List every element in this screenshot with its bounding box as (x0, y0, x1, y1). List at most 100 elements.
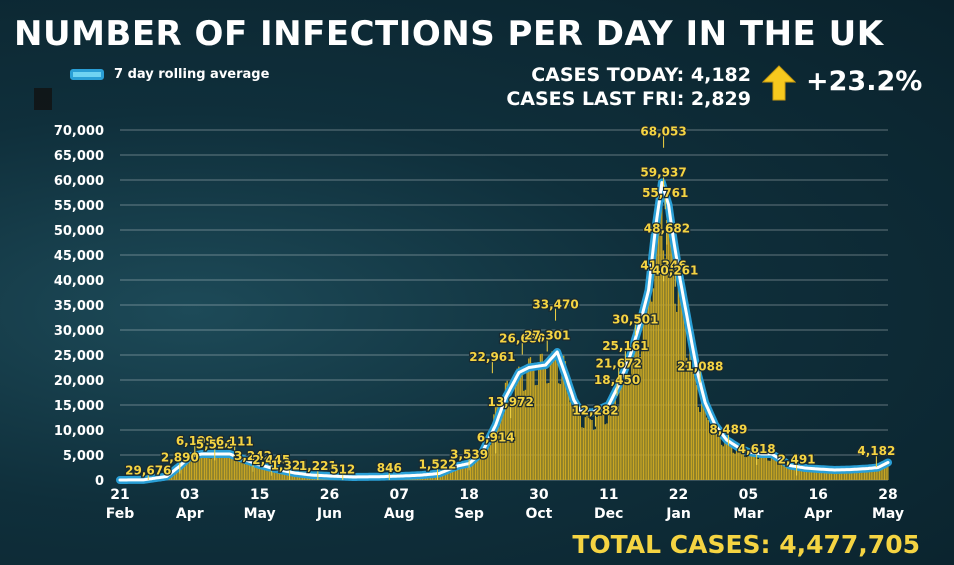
daily-case-bar (611, 397, 613, 480)
annotation-label: 26,688 (499, 332, 545, 346)
daily-case-bar (479, 451, 482, 480)
y-tick-label: 5,000 (63, 449, 104, 464)
daily-case-bar (712, 427, 714, 480)
x-tick-month-label: May (872, 506, 904, 522)
daily-case-bar (454, 468, 457, 480)
daily-case-bar (780, 464, 783, 480)
daily-case-bar (463, 463, 465, 480)
daily-case-bar (253, 463, 256, 480)
annotation-label: 33,470 (532, 298, 578, 312)
daily-case-bar (838, 471, 841, 480)
daily-case-bar (719, 435, 721, 480)
daily-case-bar (262, 464, 264, 480)
daily-case-bar (584, 417, 586, 480)
daily-case-bar (534, 385, 537, 480)
annotation-label: 1,221 (299, 459, 337, 473)
daily-case-bar (677, 285, 680, 480)
y-axis-ticks: 70,000 65,000 60,000 55,000 50,000 45,000 40,0… (54, 124, 104, 489)
daily-case-bar (865, 467, 867, 480)
daily-case-bar (202, 450, 204, 480)
daily-case-bar (213, 451, 216, 480)
daily-case-bar (215, 451, 217, 480)
daily-case-bar (263, 466, 266, 480)
daily-case-bar (765, 455, 768, 480)
daily-case-bar (744, 456, 746, 480)
daily-case-bar (247, 461, 249, 480)
daily-case-bar (503, 393, 505, 480)
annotation-label: 25,161 (602, 339, 648, 353)
daily-case-bar (245, 464, 247, 480)
daily-case-bar (614, 396, 616, 480)
daily-case-bar (579, 415, 581, 480)
x-tick-day-label: 30 (529, 487, 549, 503)
daily-case-bar (807, 467, 809, 480)
daily-case-bar (568, 380, 570, 480)
daily-case-bar (857, 468, 859, 480)
daily-case-bar (740, 450, 743, 480)
daily-case-bar (554, 360, 557, 480)
daily-case-bar (709, 432, 711, 480)
daily-case-bar (649, 278, 651, 480)
daily-case-bar (704, 409, 706, 480)
daily-case-bar (850, 470, 852, 480)
daily-case-bar (205, 453, 207, 480)
daily-case-bar (752, 453, 754, 480)
x-tick-month-label: Aug (384, 506, 415, 522)
cases-today: CASES TODAY: 4,182 (531, 64, 751, 86)
daily-case-bar (531, 365, 533, 480)
y-tick-label: 50,000 (54, 224, 104, 239)
daily-case-bar (774, 455, 776, 480)
daily-case-bar (882, 463, 884, 480)
daily-case-bar (260, 464, 262, 480)
daily-case-bar (669, 218, 671, 480)
daily-case-bar (629, 381, 631, 480)
daily-case-bar (664, 258, 666, 480)
daily-case-bar (546, 383, 548, 480)
daily-case-bar (848, 471, 851, 480)
daily-case-bar (187, 460, 189, 480)
daily-case-bar (775, 458, 778, 480)
x-tick-day-label: 26 (320, 487, 339, 503)
daily-case-bar (631, 355, 633, 480)
daily-case-bar (468, 462, 470, 480)
annotation-label: 21,088 (677, 360, 723, 374)
daily-case-bar (232, 458, 234, 480)
daily-case-bar (800, 467, 803, 480)
daily-case-bar (265, 466, 267, 480)
legend-label: 7 day rolling average (114, 67, 270, 82)
daily-case-bar (732, 452, 734, 480)
daily-case-bar (223, 452, 226, 480)
rolling-average-line (116, 178, 892, 484)
daily-case-bar (177, 466, 179, 480)
daily-case-bar (684, 322, 686, 480)
x-tick-month-label: Feb (106, 506, 135, 522)
daily-case-bar (523, 390, 525, 480)
x-tick-month-label: Oct (525, 506, 552, 522)
x-tick-month-label: Apr (176, 506, 204, 522)
daily-case-bar (868, 467, 871, 480)
daily-case-bar (594, 429, 596, 480)
y-tick-label: 15,000 (54, 399, 104, 414)
x-tick-month-label: Jan (665, 506, 691, 522)
annotation-label: 55,761 (642, 186, 688, 200)
daily-case-bar (218, 453, 221, 480)
daily-case-bar (272, 466, 274, 480)
daily-case-bar (287, 471, 289, 480)
daily-case-bar (192, 452, 194, 480)
x-tick-day-label: 11 (599, 487, 618, 503)
daily-case-bar (481, 447, 483, 480)
annotation-label: 48,682 (644, 222, 690, 236)
daily-case-bar (827, 471, 829, 480)
daily-case-bar (737, 447, 739, 480)
daily-case-bar (642, 316, 645, 480)
daily-case-bar (877, 465, 879, 480)
daily-case-bar (700, 403, 703, 480)
daily-case-bar (197, 458, 199, 480)
daily-case-bar (248, 460, 251, 480)
daily-case-bar (198, 457, 201, 480)
daily-case-bar (734, 453, 736, 480)
daily-case-bar (582, 427, 585, 480)
page-title: NUMBER OF INFECTIONS PER DAY IN THE UK (14, 14, 884, 54)
daily-case-bar (833, 470, 836, 480)
